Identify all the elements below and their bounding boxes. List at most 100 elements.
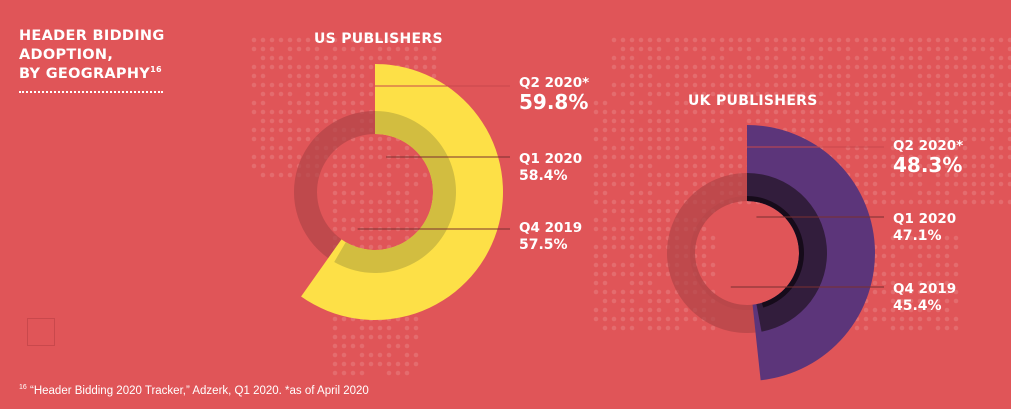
map-dot xyxy=(602,154,608,160)
map-dot xyxy=(692,109,698,115)
map-dot xyxy=(314,46,320,52)
map-dot xyxy=(260,118,266,124)
map-dot xyxy=(413,217,419,223)
map-dot xyxy=(890,316,896,322)
map-dot xyxy=(269,37,275,43)
map-dot xyxy=(926,46,932,52)
map-dot xyxy=(1007,118,1011,124)
map-dot xyxy=(728,154,734,160)
map-dot xyxy=(386,361,392,367)
map-dot xyxy=(674,316,680,322)
map-dot xyxy=(899,289,905,295)
uk-label-q2-2020: Q2 2020* 48.3% xyxy=(893,138,964,177)
map-dot xyxy=(917,73,923,79)
map-dot xyxy=(944,100,950,106)
map-dot xyxy=(593,154,599,160)
map-dot xyxy=(656,235,662,241)
map-dot xyxy=(764,37,770,43)
map-dot xyxy=(359,145,365,151)
map-dot xyxy=(854,55,860,61)
map-dot xyxy=(926,199,932,205)
map-dot xyxy=(296,127,302,133)
map-dot xyxy=(341,199,347,205)
map-dot xyxy=(701,118,707,124)
map-dot xyxy=(899,298,905,304)
map-dot xyxy=(251,136,257,142)
map-dot xyxy=(899,262,905,268)
map-dot xyxy=(404,370,410,376)
map-dot xyxy=(701,127,707,133)
map-dot xyxy=(629,325,635,331)
map-dot xyxy=(620,145,626,151)
title-dotted-rule xyxy=(19,91,163,93)
map-dot xyxy=(908,55,914,61)
map-dot xyxy=(944,64,950,70)
map-dot xyxy=(989,154,995,160)
map-dot xyxy=(971,82,977,88)
map-dot xyxy=(962,37,968,43)
map-dot xyxy=(611,298,617,304)
map-dot xyxy=(836,46,842,52)
map-dot xyxy=(665,316,671,322)
map-dot xyxy=(944,253,950,259)
map-dot xyxy=(395,199,401,205)
map-dot xyxy=(305,64,311,70)
map-dot xyxy=(638,64,644,70)
map-dot xyxy=(638,199,644,205)
map-dot xyxy=(593,190,599,196)
map-dot xyxy=(656,325,662,331)
map-dot xyxy=(971,136,977,142)
map-dot xyxy=(386,163,392,169)
map-dot xyxy=(962,46,968,52)
map-dot xyxy=(962,145,968,151)
map-dot xyxy=(404,181,410,187)
map-dot xyxy=(800,46,806,52)
map-dot xyxy=(359,64,365,70)
map-dot xyxy=(935,37,941,43)
map-dot xyxy=(728,64,734,70)
map-dot xyxy=(269,64,275,70)
map-dot xyxy=(359,154,365,160)
map-dot xyxy=(251,127,257,133)
us-arc-q1-2020 xyxy=(334,111,457,273)
map-dot xyxy=(818,109,824,115)
map-dot xyxy=(989,145,995,151)
map-dot xyxy=(332,154,338,160)
map-dot xyxy=(854,154,860,160)
map-dot xyxy=(323,55,329,61)
map-dot xyxy=(782,100,788,106)
map-dot xyxy=(899,55,905,61)
map-dot xyxy=(341,334,347,340)
map-dot xyxy=(359,82,365,88)
map-dot xyxy=(908,37,914,43)
map-dot xyxy=(656,217,662,223)
map-dot xyxy=(989,172,995,178)
map-dot xyxy=(773,64,779,70)
map-dot xyxy=(962,100,968,106)
map-dot xyxy=(377,361,383,367)
map-dot xyxy=(845,118,851,124)
map-dot xyxy=(692,181,698,187)
map-dot xyxy=(602,316,608,322)
map-dot xyxy=(413,361,419,367)
map-dot xyxy=(863,55,869,61)
map-dot xyxy=(953,37,959,43)
map-dot xyxy=(845,163,851,169)
map-dot xyxy=(665,91,671,97)
map-dot xyxy=(260,46,266,52)
map-dot xyxy=(935,172,941,178)
map-dot xyxy=(332,100,338,106)
map-dot xyxy=(935,127,941,133)
map-dot xyxy=(341,109,347,115)
map-dot xyxy=(629,253,635,259)
map-dot xyxy=(620,136,626,142)
map-dot xyxy=(692,172,698,178)
map-dot xyxy=(728,127,734,133)
map-dot xyxy=(611,208,617,214)
map-dot xyxy=(818,64,824,70)
map-dot xyxy=(287,109,293,115)
map-dot xyxy=(296,100,302,106)
map-dot xyxy=(359,361,365,367)
map-dot xyxy=(620,226,626,232)
map-dot xyxy=(647,163,653,169)
